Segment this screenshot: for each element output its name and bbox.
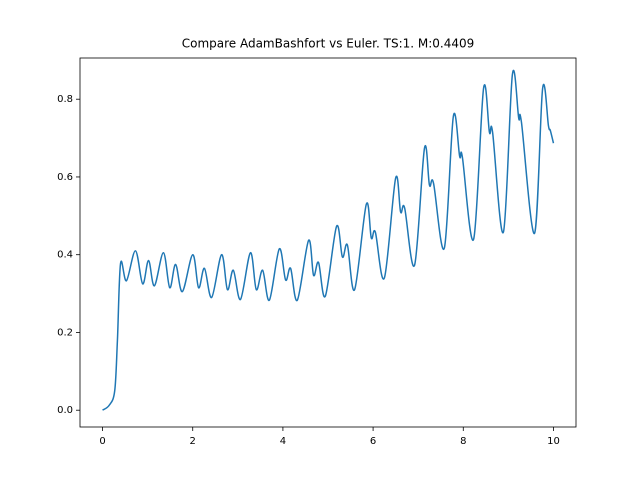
x-tick-label: 8 <box>460 436 466 447</box>
y-tick-label: 0.4 <box>57 250 73 261</box>
plot-frame <box>79 57 577 428</box>
x-tick-label: 2 <box>190 436 196 447</box>
chart-title: Compare AdamBashfort vs Euler. TS:1. M:0… <box>182 37 475 51</box>
x-tick-label: 0 <box>99 436 105 447</box>
x-tick-label: 4 <box>280 436 286 447</box>
line-series <box>102 69 555 411</box>
y-tick-label: 0.6 <box>57 172 73 183</box>
y-tick-label: 0.2 <box>57 327 73 338</box>
y-tick-label: 0.0 <box>57 405 73 416</box>
x-tick-label: 6 <box>370 436 376 447</box>
x-tick-label: 10 <box>547 436 560 447</box>
y-tick-label: 0.8 <box>57 94 73 105</box>
